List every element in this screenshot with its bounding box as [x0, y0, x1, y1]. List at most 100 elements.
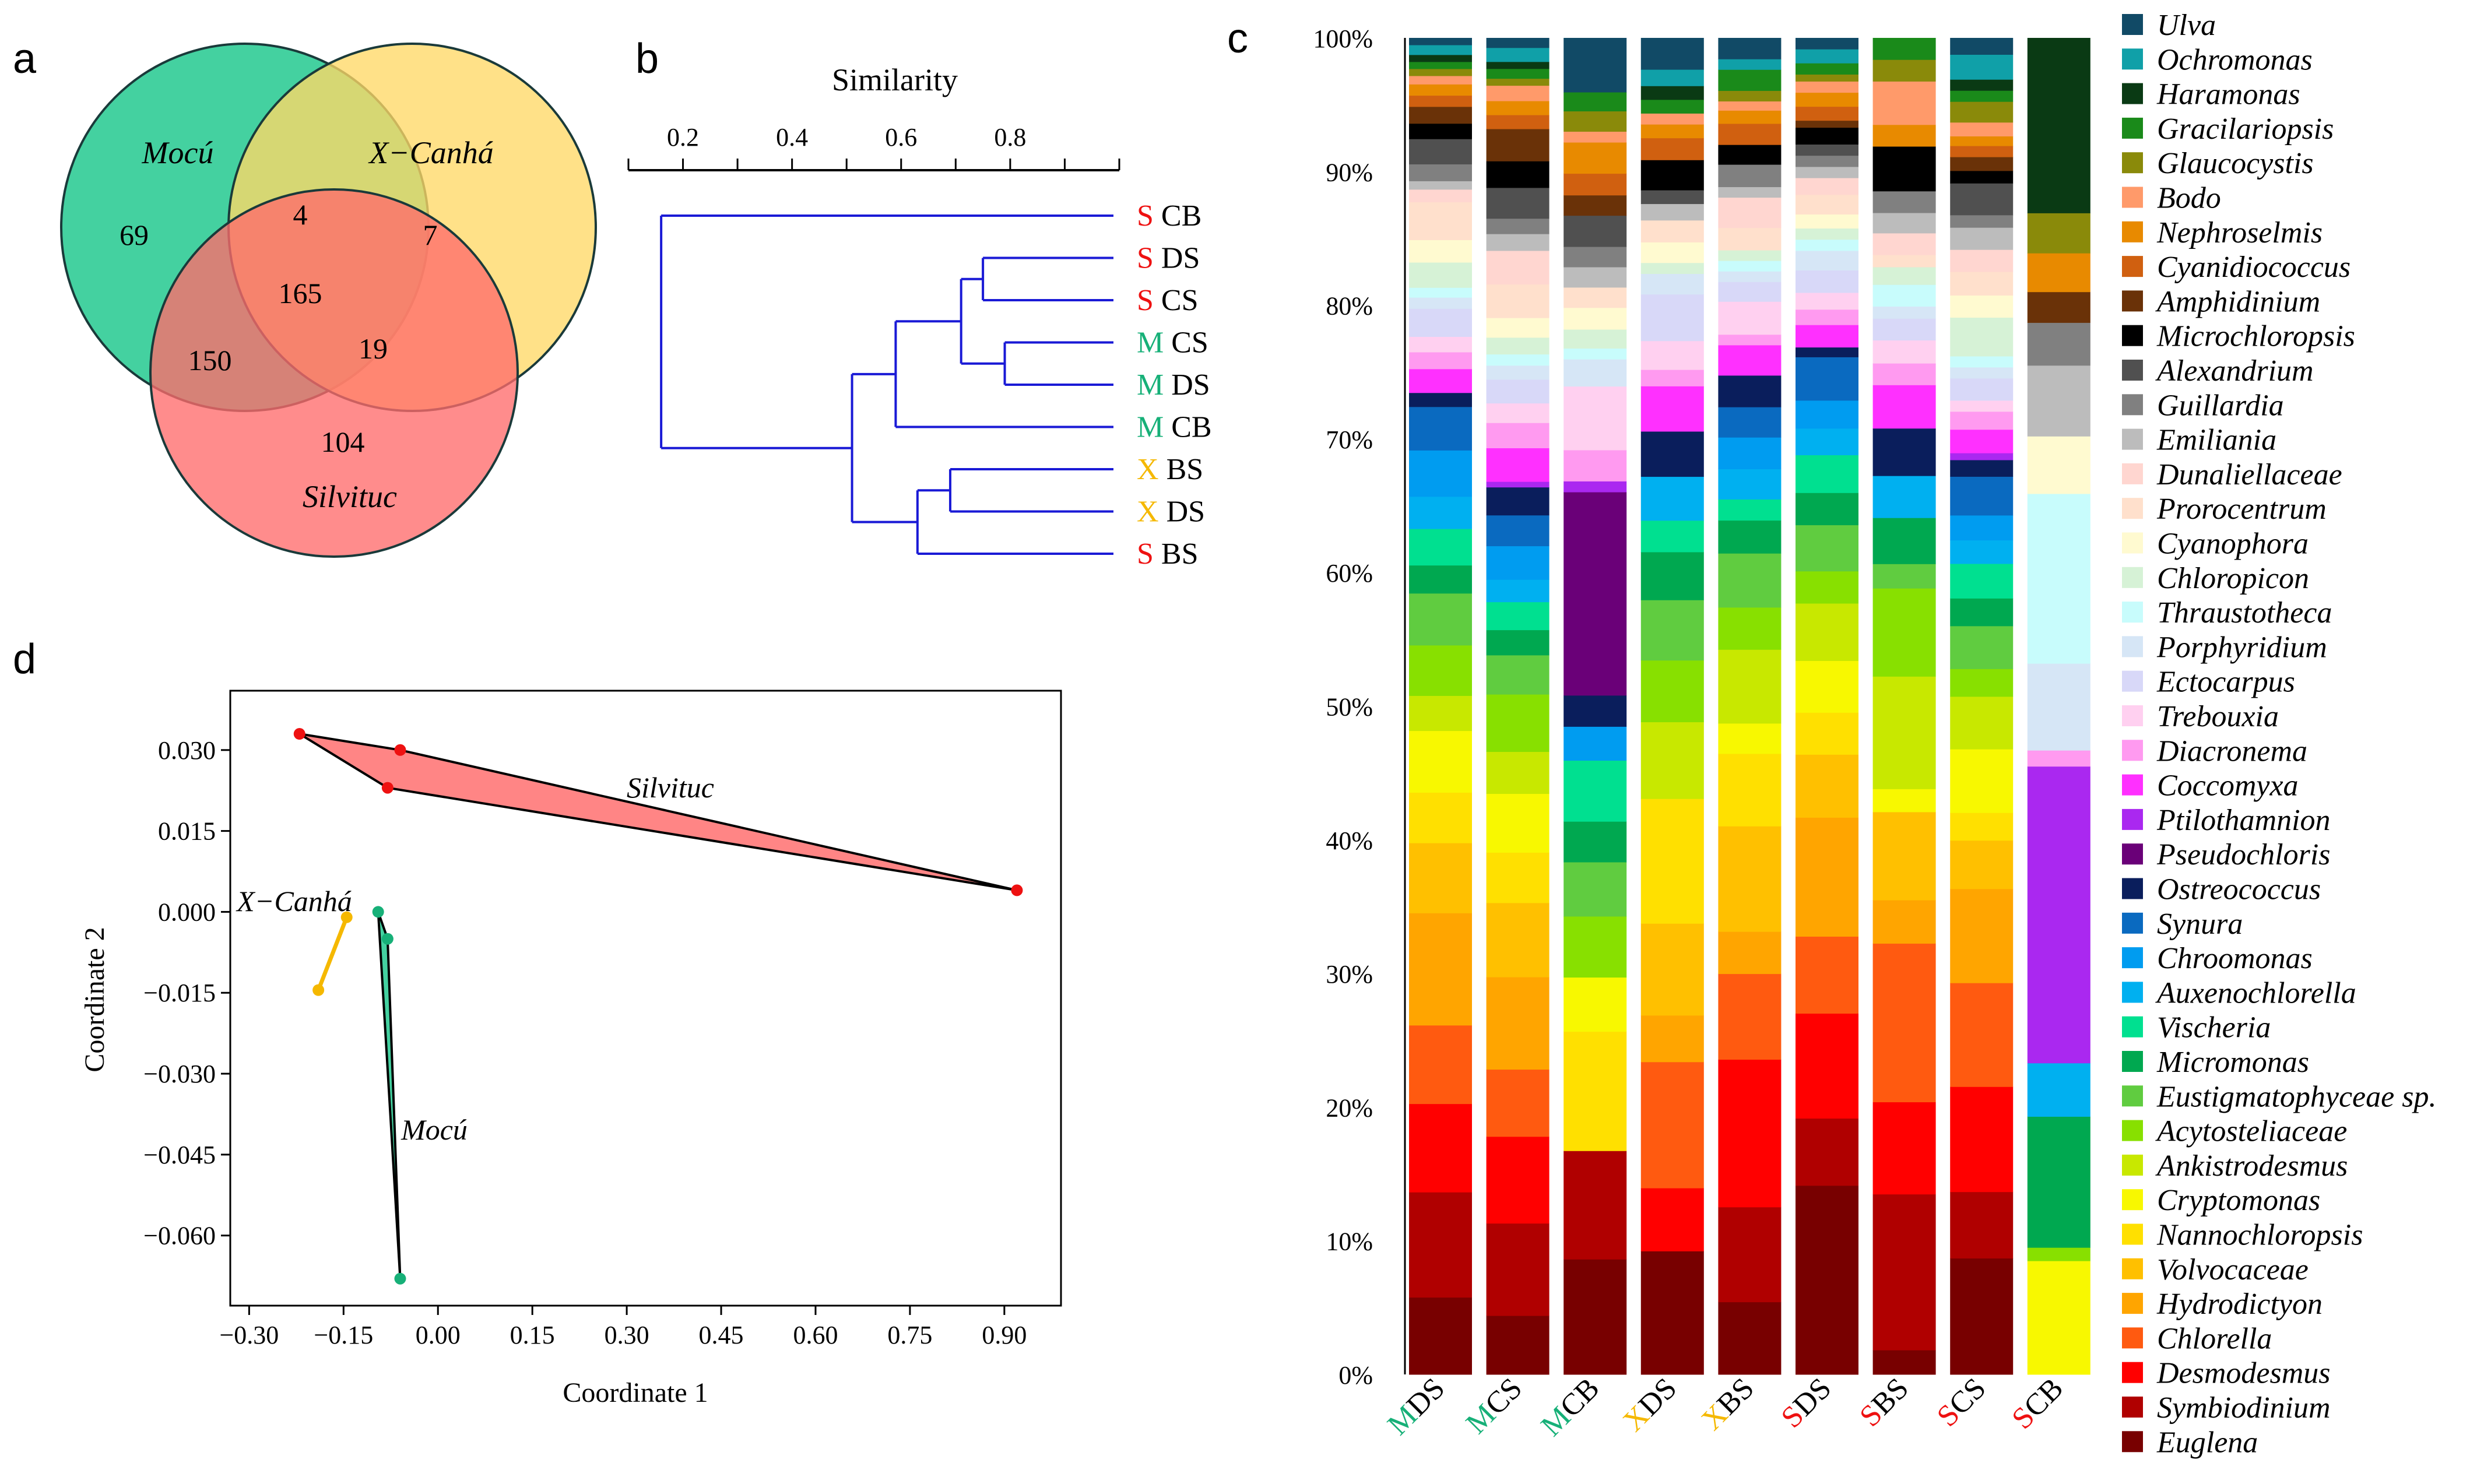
scatter-point — [312, 984, 325, 996]
legend-swatch — [2122, 1362, 2143, 1383]
stacked-bar-segment — [1950, 813, 2014, 841]
legend-label: Nephroselmis — [2156, 216, 2323, 249]
scatter-x-tick-label: 0.60 — [793, 1321, 838, 1349]
stacked-bar-segment — [1950, 378, 2014, 401]
legend-label: Porphyridium — [2156, 631, 2327, 664]
stacked-bar-segment — [1409, 297, 1472, 309]
stacked-bar-segment — [1796, 660, 1858, 713]
stacked-bar-segment — [1486, 487, 1550, 516]
stacked-bar-segment — [1640, 262, 1704, 275]
stacked-bar-y-tick-label: 50% — [1326, 693, 1373, 722]
stacked-bar-segment — [1409, 1025, 1472, 1105]
stacked-bar-segment — [1563, 1151, 1627, 1260]
dendrogram-leaf-label: S CB — [1137, 199, 1201, 233]
stacked-bar-segment — [1640, 294, 1704, 342]
stacked-bar-x-label: SCB — [2005, 1372, 2070, 1436]
stacked-bar-segment — [1872, 233, 1936, 255]
stacked-bar-segment — [1872, 38, 1936, 60]
stacked-bar-segment — [1640, 190, 1704, 205]
legend-label: Bodo — [2157, 182, 2221, 215]
stacked-bar-segment — [1796, 194, 1858, 215]
stacked-bar-segment — [1796, 92, 1858, 107]
stacked-bar-segment — [1718, 607, 1782, 650]
legend-swatch — [2122, 325, 2143, 346]
stacked-bar-segment — [1950, 625, 2014, 669]
stacked-bar-segment — [1640, 520, 1704, 553]
stacked-bar-segment — [1486, 365, 1550, 380]
stacked-bar-segment — [1409, 368, 1472, 393]
stacked-bar-segment — [1409, 68, 1472, 76]
stacked-bar-segment — [1718, 250, 1782, 261]
stacked-bar-segment — [1950, 888, 2014, 983]
stacked-bar-segment — [1409, 695, 1472, 732]
stacked-bar-segment — [1718, 931, 1782, 975]
legend-label: Euglena — [2156, 1426, 2258, 1459]
stacked-bar-segment — [1640, 138, 1704, 160]
stacked-bar-segment — [1718, 110, 1782, 124]
stacked-bar-x-label: XDS — [1617, 1372, 1683, 1438]
stacked-bar-segment — [1563, 916, 1627, 978]
stacked-bar-y-tick-label: 40% — [1326, 827, 1373, 855]
stacked-bar-segment — [1563, 195, 1627, 216]
legend-label: Ectocarpus — [2156, 666, 2295, 699]
stacked-bar-y-tick-label: 100% — [1313, 24, 1373, 53]
legend-swatch — [2122, 48, 2143, 70]
legend-label: Thraustotheca — [2157, 596, 2332, 630]
stacked-bar-segment — [1718, 38, 1782, 59]
stacked-bar-segment — [1718, 723, 1782, 754]
dendrogram-leaf-label: S BS — [1137, 537, 1199, 571]
stacked-bar-segment — [2027, 322, 2090, 366]
stacked-bar-segment — [1950, 411, 2014, 430]
stacked-bar-segment — [1409, 54, 1472, 62]
stacked-bar-segment — [1796, 120, 1858, 128]
legend-swatch — [2122, 1431, 2143, 1453]
legend-swatch — [2122, 1327, 2143, 1349]
stacked-bar-segment — [1640, 722, 1704, 799]
stacked-bar-segment — [1718, 282, 1782, 302]
legend-label: Nannochloropsis — [2156, 1219, 2363, 1252]
stacked-bar-segment — [1409, 45, 1472, 55]
scatter-point — [394, 1272, 406, 1285]
stacked-bar-segment — [1486, 101, 1550, 115]
venn-count-x-only: 7 — [423, 219, 438, 251]
stacked-bar-segment — [1718, 375, 1782, 407]
stacked-bar-segment — [1950, 429, 2014, 453]
stacked-bar-segment — [1409, 792, 1472, 843]
legend-label: Glaucocystis — [2157, 147, 2314, 180]
stacked-bar-segment — [1563, 142, 1627, 174]
stacked-bar-segment — [1950, 183, 2014, 216]
legend-label: Ankistrodesmus — [2155, 1149, 2348, 1183]
stacked-bar-x-label: MCS — [1460, 1372, 1529, 1440]
legend-label: Chloropicon — [2157, 562, 2309, 595]
stacked-bar-segment — [1486, 187, 1550, 219]
venn-count-s-only: 104 — [321, 425, 365, 458]
stacked-bar-segment — [2027, 1261, 2090, 1375]
stacked-bar-segment — [2027, 766, 2090, 1064]
legend-swatch — [2122, 360, 2143, 381]
scatter-x-tick-label: 0.00 — [416, 1321, 461, 1349]
legend-swatch — [2122, 808, 2143, 830]
stacked-bar-segment — [1718, 227, 1782, 251]
stacked-bar-segment — [1950, 90, 2014, 102]
stacked-bar-segment — [2027, 493, 2090, 664]
scatter-x-label: Coordinate 1 — [563, 1377, 708, 1408]
stacked-bar-segment — [1872, 1194, 1936, 1351]
stacked-bar-segment — [1640, 431, 1704, 477]
stacked-bar-segment — [1409, 406, 1472, 451]
stacked-bar-segment — [1486, 161, 1550, 188]
scatter-point — [340, 911, 353, 923]
stacked-bar-segment — [1718, 753, 1782, 827]
stacked-bar-segment — [1950, 356, 2014, 368]
stacked-bar-segment — [1563, 173, 1627, 196]
stacked-bar-segment — [1796, 309, 1858, 325]
stacked-bar-segment — [1872, 81, 1936, 125]
stacked-bar-segment — [1718, 1207, 1782, 1303]
legend-label: Dunaliellaceae — [2156, 458, 2342, 491]
stacked-bar-segment — [1796, 1118, 1858, 1186]
dendrogram-axis: 0.2 0.4 0.6 0.8 — [627, 123, 1120, 171]
stacked-bar-segment — [1563, 111, 1627, 132]
venn-count-all: 165 — [279, 277, 322, 310]
dendrogram-leaf-label: S CS — [1137, 284, 1199, 317]
legend-swatch — [2122, 463, 2143, 484]
